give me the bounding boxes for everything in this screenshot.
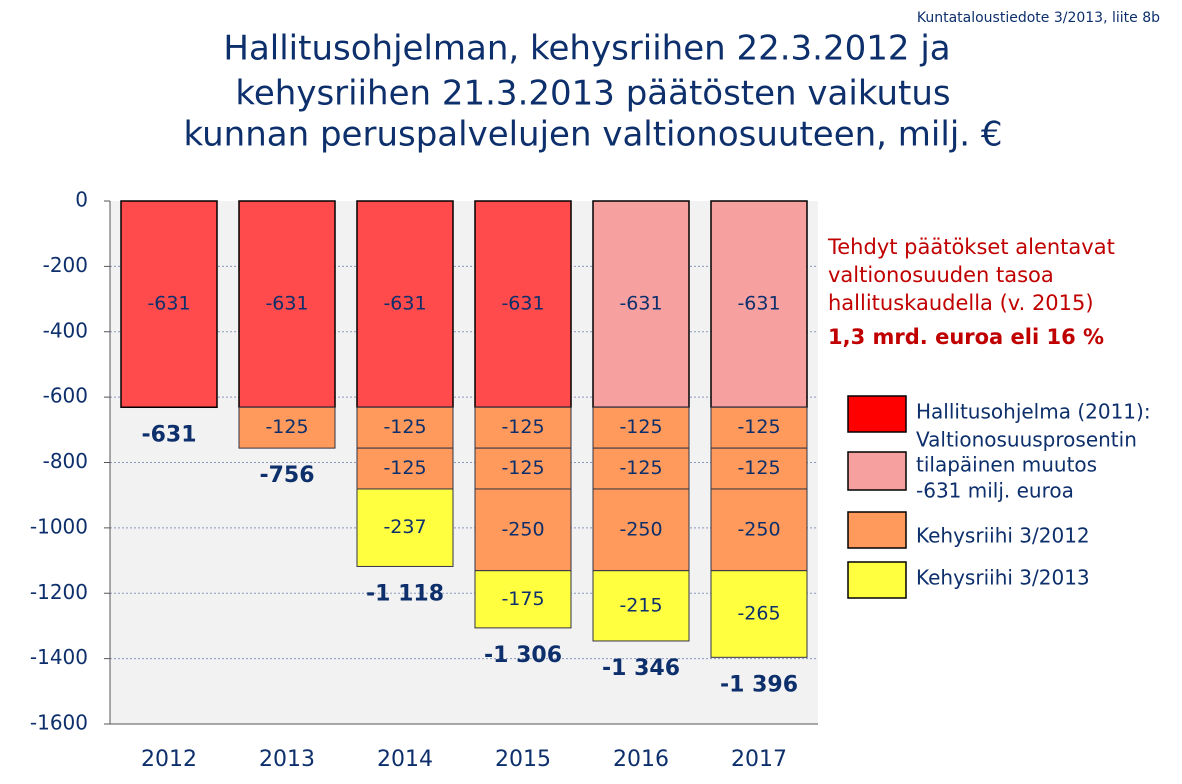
- segment-label: -125: [619, 457, 662, 479]
- x-tick-label: 2014: [377, 747, 433, 772]
- chart-title: kehysriihen 21.3.2013 päätösten vaikutus: [235, 74, 950, 114]
- legend-label: Valtionosuusprosentin: [916, 428, 1137, 452]
- y-tick-label: -1000: [30, 514, 88, 538]
- total-label: -1 346: [602, 656, 680, 681]
- y-tick-label: -800: [43, 449, 88, 473]
- y-tick-label: 0: [75, 188, 88, 212]
- y-tick-label: -600: [43, 384, 88, 408]
- x-tick-label: 2012: [141, 747, 197, 772]
- x-tick-label: 2015: [495, 747, 551, 772]
- bar-segment: [710, 570, 808, 658]
- bar-segment: [474, 570, 572, 629]
- segment-label: -631: [501, 293, 544, 315]
- segment-label: -125: [265, 416, 308, 438]
- bar-segment: [356, 447, 454, 490]
- total-label: -1 306: [484, 643, 562, 668]
- y-tick-label: -1400: [30, 645, 88, 669]
- segment-label: -265: [737, 603, 780, 625]
- bar-segment: [592, 570, 690, 642]
- bar-segment: [474, 447, 572, 490]
- segment-label: -631: [265, 293, 308, 315]
- bar-segment: [474, 488, 572, 572]
- bar-segment: [356, 406, 454, 449]
- y-tick-label: -1200: [30, 580, 88, 604]
- total-label: -1 118: [366, 581, 444, 606]
- segment-label: -125: [501, 457, 544, 479]
- segment-label: -125: [383, 416, 426, 438]
- x-tick-label: 2016: [613, 747, 669, 772]
- bar-segment: [120, 200, 218, 409]
- segment-label: -237: [383, 516, 426, 538]
- legend-label: tilapäinen muutos: [916, 453, 1097, 477]
- source-note: Kuntataloustiedote 3/2013, liite 8b: [917, 10, 1160, 26]
- segment-label: -631: [383, 293, 426, 315]
- segment-label: -175: [501, 588, 544, 610]
- legend-label: -631 milj. euroa: [916, 479, 1074, 503]
- bar-segment: [710, 200, 808, 409]
- bar-segment: [474, 406, 572, 449]
- total-label: -756: [259, 463, 314, 488]
- segment-label: -125: [501, 416, 544, 438]
- annotation: 1,3 mrd. euroa eli 16 %: [828, 325, 1104, 349]
- chart-title: kunnan peruspalvelujen valtionosuuteen, …: [183, 115, 1002, 155]
- segment-label: -250: [619, 518, 662, 540]
- segment-label: -631: [619, 293, 662, 315]
- annotation: Tehdyt päätökset alentavat: [827, 235, 1115, 259]
- segment-label: -125: [737, 457, 780, 479]
- legend-label: Hallitusohjelma (2011):: [916, 400, 1151, 424]
- segment-label: -215: [619, 594, 662, 616]
- y-tick-label: -200: [43, 253, 88, 277]
- legend-label: Kehysriihi 3/2013: [916, 566, 1090, 590]
- bar-segment: [356, 200, 454, 409]
- legend-swatch: [847, 511, 907, 549]
- segment-label: -125: [619, 416, 662, 438]
- x-tick-label: 2013: [259, 747, 315, 772]
- chart-title: Hallitusohjelman, kehysriihen 22.3.2012 …: [223, 29, 950, 69]
- total-label: -1 396: [720, 672, 798, 697]
- segment-label: -250: [737, 518, 780, 540]
- y-tick-label: -400: [43, 318, 88, 342]
- legend-swatch: [847, 451, 907, 491]
- legend-swatch: [847, 561, 907, 599]
- total-label: -631: [141, 422, 196, 447]
- bar-segment: [356, 488, 454, 567]
- segment-label: -125: [737, 416, 780, 438]
- segment-label: -250: [501, 518, 544, 540]
- chart: 0 -200 -400 -600 -800 -1000 -1200 -1400 -1600 201…: [30, 188, 1151, 773]
- x-tick-label: 2017: [731, 747, 787, 772]
- y-tick-label: -1600: [30, 711, 88, 735]
- annotation: hallituskaudella (v. 2015): [828, 291, 1094, 315]
- legend-label: Kehysriihi 3/2012: [916, 524, 1090, 548]
- bar-segment: [592, 488, 690, 572]
- annotation: valtionosuuden tasoa: [828, 263, 1054, 287]
- legend-swatch: [847, 395, 907, 433]
- bar-segment: [592, 406, 690, 449]
- bar-segment: [710, 488, 808, 572]
- bar-segment: [474, 200, 572, 409]
- segment-label: -631: [147, 293, 190, 315]
- bar-segment: [238, 406, 336, 449]
- segment-label: -631: [737, 293, 780, 315]
- bar-segment: [238, 200, 336, 409]
- segment-label: -125: [383, 457, 426, 479]
